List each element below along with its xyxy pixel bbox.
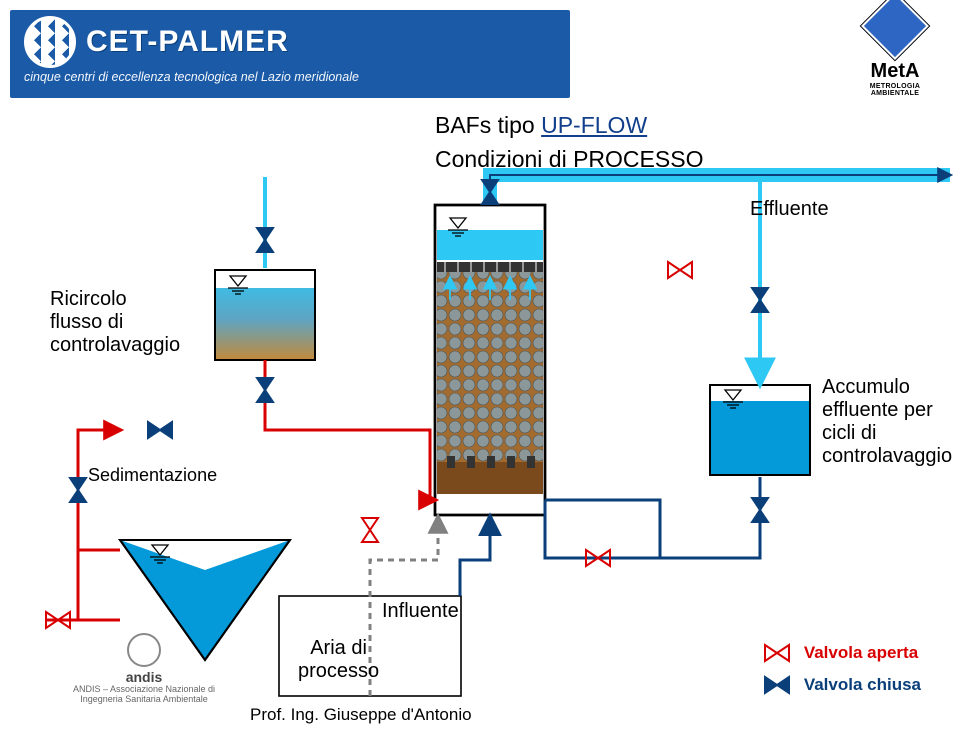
andis-logo-icon: [127, 633, 161, 667]
valve-ricircolo-in: [257, 228, 273, 252]
valve-red-mid: [148, 422, 172, 438]
label-effluente: Effluente: [750, 198, 829, 221]
legend-closed-label: Valvola chiusa: [804, 675, 921, 695]
andis-name: andis: [54, 669, 234, 685]
label-accumulo: Accumulo effluente per cicli di controla…: [822, 376, 952, 468]
valve-sed-top: [70, 478, 86, 502]
effluente-pipe: [490, 175, 950, 205]
label-ricircolo: Ricircolo flusso di controlavaggio: [50, 288, 180, 357]
label-aria: Aria di processo: [298, 637, 379, 683]
valve-aria: [362, 518, 378, 542]
influente-pipe: [460, 517, 490, 596]
process-diagram: [0, 0, 959, 739]
bottom-blue-network: [545, 477, 760, 558]
valve-accumulo-out: [752, 498, 768, 522]
label-influente: Influente: [382, 600, 459, 623]
valve-to-accumulo: [752, 288, 768, 312]
valve-open-icon: [760, 643, 794, 663]
andis-sub: ANDIS – Associazione Nazionale di Ingegn…: [54, 685, 234, 705]
valve-ricircolo-out: [257, 378, 273, 402]
author: Prof. Ing. Giuseppe d'Antonio: [250, 705, 472, 725]
sed-recycle-top: [78, 430, 120, 550]
legend-closed-row: Valvola chiusa: [760, 675, 921, 695]
tank-ricircolo: [215, 270, 315, 360]
baf-column: [435, 205, 545, 515]
ricircolo-red-pipe: [265, 360, 435, 500]
tank-accumulo: [710, 385, 810, 475]
legend: Valvola aperta Valvola chiusa: [760, 631, 921, 695]
legend-open-label: Valvola aperta: [804, 643, 918, 663]
valve-closed-icon: [760, 675, 794, 695]
andis-badge: andis ANDIS – Associazione Nazionale di …: [54, 633, 234, 705]
valve-effluente-out: [668, 262, 692, 278]
label-sedimentazione: Sedimentazione: [88, 465, 217, 486]
legend-open-row: Valvola aperta: [760, 643, 921, 663]
